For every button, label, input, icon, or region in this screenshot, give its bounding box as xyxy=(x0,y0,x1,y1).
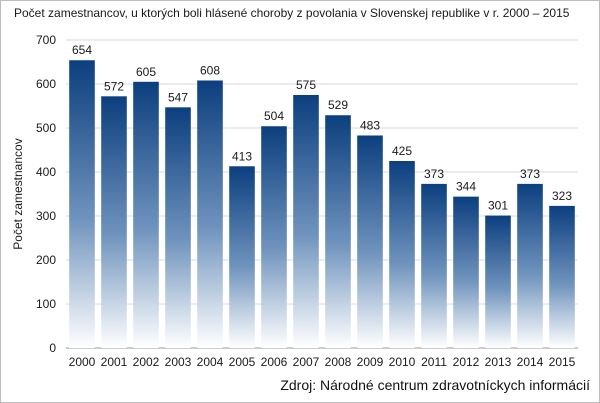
data-label: 608 xyxy=(200,63,220,77)
source-note: Zdroj: Národné centrum zdravotníckych in… xyxy=(280,377,590,393)
data-label: 413 xyxy=(232,149,252,163)
x-tick-label: 2009 xyxy=(357,355,384,369)
y-tick-label: 0 xyxy=(49,341,56,355)
data-label: 425 xyxy=(392,144,412,158)
y-tick-label: 200 xyxy=(36,253,56,267)
bar-2013 xyxy=(485,215,511,348)
data-label: 572 xyxy=(104,79,124,93)
chart-title: Počet zamestnancov, u ktorých boli hláse… xyxy=(14,6,570,20)
data-label: 529 xyxy=(328,98,348,112)
data-label: 373 xyxy=(520,167,540,181)
bar-2001 xyxy=(101,96,127,348)
data-label: 605 xyxy=(136,65,156,79)
y-tick-label: 100 xyxy=(36,297,56,311)
bar-2004 xyxy=(197,80,223,348)
data-label: 483 xyxy=(360,118,380,132)
y-tick-label: 500 xyxy=(36,121,56,135)
x-tick-label: 2010 xyxy=(389,355,416,369)
data-label: 373 xyxy=(424,167,444,181)
bar-2006 xyxy=(261,126,287,349)
x-tick-label: 2012 xyxy=(453,355,480,369)
bar-2003 xyxy=(165,107,191,348)
bars xyxy=(69,60,575,349)
x-tick-label: 2004 xyxy=(197,355,224,369)
x-tick-label: 2011 xyxy=(421,355,447,369)
data-labels: 654 572 605 547 608 413 504 575 529 483 425 373 344 3… xyxy=(72,43,572,212)
bar-2000 xyxy=(69,60,95,349)
data-label: 504 xyxy=(264,109,284,123)
y-axis-label: Počet zamestnancov xyxy=(11,138,25,249)
data-label: 575 xyxy=(296,78,316,92)
bar-2005 xyxy=(229,166,255,348)
x-tick-label: 2014 xyxy=(517,355,544,369)
bar-2012 xyxy=(453,196,479,348)
x-tick-label: 2006 xyxy=(261,355,288,369)
x-tick-label: 2001 xyxy=(101,355,128,369)
data-label: 301 xyxy=(488,199,508,213)
bar-2015 xyxy=(549,205,575,348)
bar-2010 xyxy=(389,161,415,348)
x-tick-label: 2015 xyxy=(549,355,576,369)
y-tick-label: 400 xyxy=(36,165,56,179)
y-axis-ticks: 0 100 200 300 400 500 600 700 xyxy=(36,33,56,355)
data-label: 323 xyxy=(552,189,572,203)
data-label: 344 xyxy=(456,180,476,194)
x-tick-label: 2003 xyxy=(165,355,192,369)
x-tick-label: 2007 xyxy=(293,355,320,369)
bar-2014 xyxy=(517,183,543,348)
bar-2007 xyxy=(293,95,319,348)
bar-2008 xyxy=(325,115,351,349)
bar-2011 xyxy=(421,183,447,348)
bar-2009 xyxy=(357,135,383,348)
x-tick-label: 2008 xyxy=(325,355,352,369)
x-tick-label: 2002 xyxy=(133,355,160,369)
data-label: 654 xyxy=(72,43,92,57)
y-tick-label: 700 xyxy=(36,33,56,47)
x-tick-label: 2013 xyxy=(485,355,512,369)
x-axis-ticks: 2000 2001 2002 2003 2004 2005 2006 2007 2008 2009… xyxy=(69,355,576,369)
data-label: 547 xyxy=(168,90,188,104)
y-tick-label: 300 xyxy=(36,209,56,223)
bar-2002 xyxy=(133,81,159,349)
x-tick-label: 2000 xyxy=(69,355,96,369)
y-tick-label: 600 xyxy=(36,77,56,91)
x-tick-label: 2005 xyxy=(229,355,256,369)
